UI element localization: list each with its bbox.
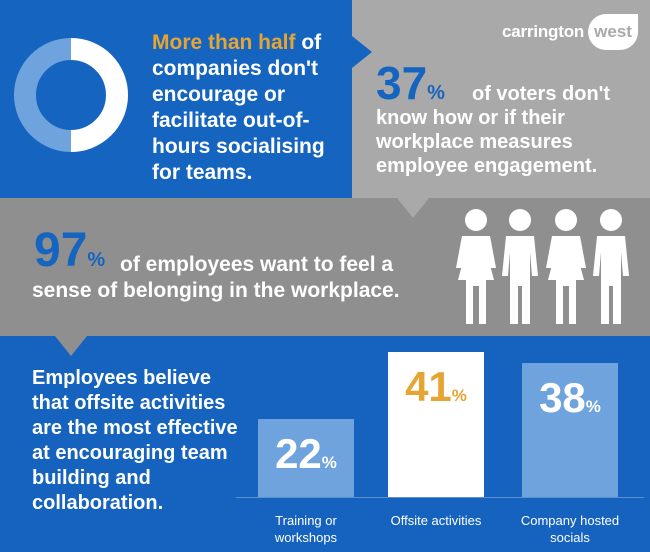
people-group-icon [456,209,629,324]
stat-voters-number: 37% [376,60,646,106]
brand-logo-part2: west [588,14,639,50]
brand-logo: carrington west [502,14,639,50]
bar-value-label: 38% [539,377,601,428]
bar-value-percent: % [451,386,467,405]
stat-number: 37 [376,57,428,109]
stat-number: 97 [34,224,88,277]
top-left-panel [0,0,352,198]
bar-value-number: 38 [539,374,586,421]
middle-panel [0,198,650,336]
bar-2: 38% [522,363,618,497]
bar-value-label: 41% [405,366,467,417]
stat-employees-number: 97% [34,226,105,285]
stat-companies-socialising: More than half of companies don't encour… [152,30,352,186]
offsite-activities-statement: Employees believe that offsite activitie… [32,367,238,514]
bar-value-number: 41 [405,363,452,410]
person-4-icon [593,209,629,324]
person-1-icon [456,209,496,324]
bar-value-percent: % [585,397,601,416]
chart-axis [236,497,644,498]
brand-logo-part1: carrington [502,22,585,41]
person-2-icon [502,209,538,324]
stat-employees-text: of employees want to feel a sense of bel… [32,253,400,302]
arrow-right-shape [352,36,372,68]
stat-voters-text: of voters don't know how or if their wor… [376,83,611,177]
person-3-icon [546,209,586,324]
arrow-down-shape [397,198,429,218]
bar-category-label: Training or workshops [274,513,338,545]
bar-value-number: 22 [275,430,322,477]
stat-percent: % [427,82,445,104]
bar-1: 41% [388,352,484,497]
stat-percent: % [87,249,106,271]
stat-body: of companies don't encourage or facilita… [152,31,325,184]
arrow-down-shape-mid [55,336,87,356]
bar-value-percent: % [321,453,337,472]
bar-category-label: Offsite activities [390,513,482,528]
bar-value-label: 22% [275,433,337,484]
stat-highlight: More than half [152,31,296,54]
bar-0: 22% [258,419,354,497]
donut-chart-icon [14,38,128,152]
bar-category-label: Company hosted socials [520,513,620,545]
